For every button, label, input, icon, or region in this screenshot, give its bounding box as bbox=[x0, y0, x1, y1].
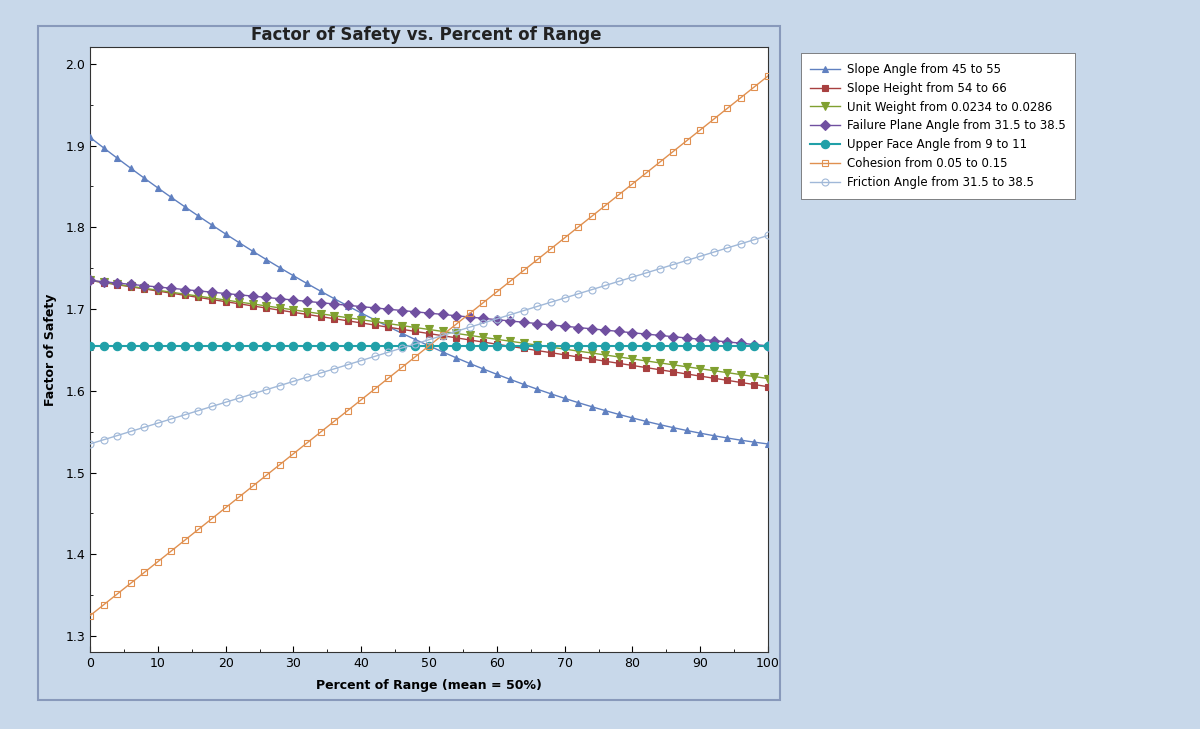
Y-axis label: Factor of Safety: Factor of Safety bbox=[44, 294, 56, 406]
X-axis label: Percent of Range (mean = 50%): Percent of Range (mean = 50%) bbox=[316, 679, 542, 692]
Legend: Slope Angle from 45 to 55, Slope Height from 54 to 66, Unit Weight from 0.0234 t: Slope Angle from 45 to 55, Slope Height … bbox=[802, 53, 1075, 198]
Text: Factor of Safety vs. Percent of Range: Factor of Safety vs. Percent of Range bbox=[251, 26, 601, 44]
